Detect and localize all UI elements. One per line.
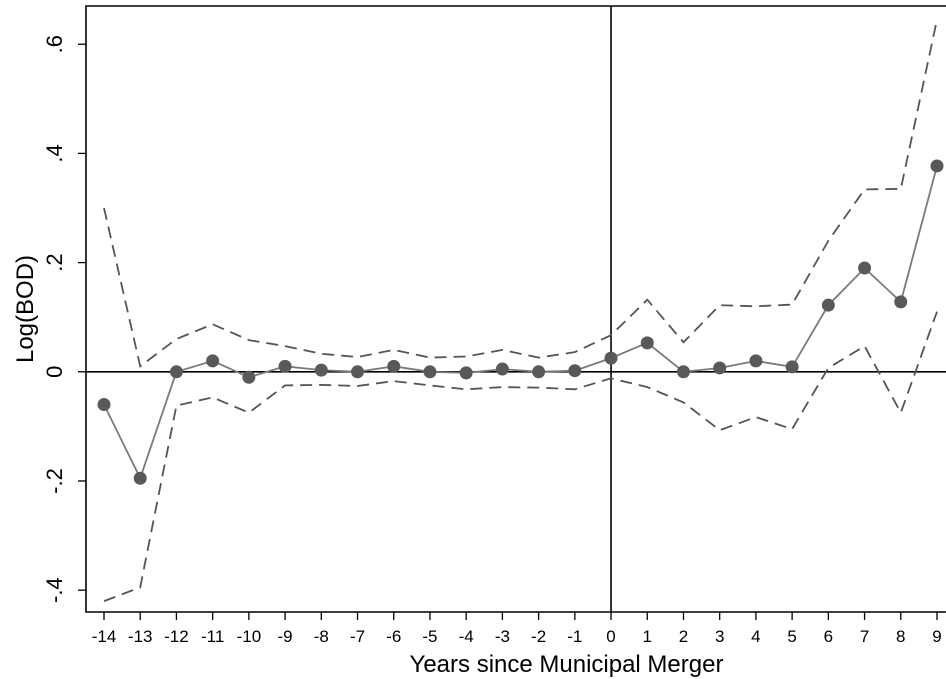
y-tick-label: .2 — [42, 253, 67, 271]
x-tick-label: -14 — [92, 627, 117, 646]
x-tick-label: -7 — [350, 627, 365, 646]
estimate-point — [495, 362, 509, 376]
y-tick-label: .4 — [42, 144, 67, 162]
x-tick-label: 6 — [824, 627, 833, 646]
x-axis-ticks: -14 -13 -12 -11 -10 -9 -8 -7 -6 -5 -4 -3 -2 -1 0 1 2 3 4 5 6… — [92, 612, 942, 646]
x-tick-label: -3 — [495, 627, 510, 646]
x-tick-label: 0 — [606, 627, 615, 646]
series-line-upper-ci — [103, 19, 938, 368]
x-tick-label: 7 — [860, 627, 869, 646]
estimate-point — [278, 359, 292, 373]
x-axis-title: Years since Municipal Merger — [410, 651, 724, 678]
x-tick-label: -11 — [201, 627, 224, 646]
estimate-point — [206, 354, 220, 368]
estimate-point — [749, 354, 763, 368]
y-tick-label: -.4 — [42, 577, 67, 603]
x-tick-label: -6 — [386, 627, 401, 646]
x-tick-label: -2 — [531, 627, 546, 646]
estimate-point — [459, 366, 473, 380]
estimate-point — [785, 360, 799, 374]
estimate-point — [676, 365, 690, 379]
plot-area — [85, 5, 946, 613]
y-axis-title: Log(BOD) — [12, 255, 39, 363]
estimate-point — [858, 261, 872, 275]
y-tick-label: 0 — [42, 366, 67, 378]
estimate-point — [351, 365, 365, 379]
series-layer — [97, 19, 944, 602]
x-tick-label: -12 — [164, 627, 189, 646]
x-tick-label: 3 — [715, 627, 724, 646]
estimate-point — [894, 295, 908, 309]
x-tick-label: -4 — [459, 627, 474, 646]
plot-frame — [85, 5, 946, 613]
x-tick-label: 1 — [643, 627, 652, 646]
estimate-point — [604, 351, 618, 365]
x-tick-label: -8 — [314, 627, 329, 646]
estimate-point — [713, 361, 727, 375]
x-tick-label: -5 — [422, 627, 437, 646]
estimate-point — [568, 364, 582, 378]
y-axis-ticks: -.4 -.2 0 .2 .4 .6 — [42, 35, 86, 603]
estimate-point — [169, 365, 183, 379]
x-tick-label: 2 — [679, 627, 688, 646]
estimate-point — [97, 398, 111, 412]
series-line-estimate — [103, 165, 938, 481]
estimate-point — [640, 336, 654, 350]
x-tick-label: 8 — [896, 627, 905, 646]
x-tick-label: -10 — [237, 627, 262, 646]
estimate-point — [532, 365, 546, 379]
estimate-point — [242, 370, 256, 384]
x-tick-label: 9 — [932, 627, 941, 646]
x-tick-label: 5 — [787, 627, 796, 646]
estimate-point — [423, 365, 437, 379]
x-tick-label: -9 — [278, 627, 293, 646]
y-tick-label: .6 — [42, 35, 67, 53]
x-tick-label: -1 — [567, 627, 582, 646]
x-tick-label: 4 — [751, 627, 760, 646]
estimate-point — [930, 159, 944, 173]
x-tick-label: -13 — [128, 627, 153, 646]
estimate-point — [387, 359, 401, 373]
y-tick-label: -.2 — [42, 468, 67, 494]
estimate-point — [314, 363, 328, 377]
series-line-lower-ci — [103, 311, 938, 602]
estimate-point — [821, 298, 835, 312]
estimate-point — [133, 471, 147, 485]
